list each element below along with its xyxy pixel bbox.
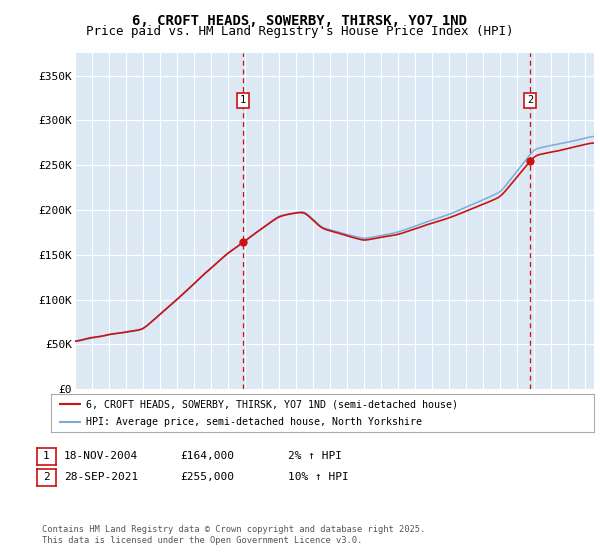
Text: 6, CROFT HEADS, SOWERBY, THIRSK, YO7 1ND (semi-detached house): 6, CROFT HEADS, SOWERBY, THIRSK, YO7 1ND…	[86, 399, 458, 409]
Text: 1: 1	[43, 451, 50, 461]
Text: 2% ↑ HPI: 2% ↑ HPI	[288, 451, 342, 461]
Text: 2: 2	[527, 95, 533, 105]
Text: HPI: Average price, semi-detached house, North Yorkshire: HPI: Average price, semi-detached house,…	[86, 417, 422, 427]
Text: 28-SEP-2021: 28-SEP-2021	[64, 472, 139, 482]
Text: Price paid vs. HM Land Registry's House Price Index (HPI): Price paid vs. HM Land Registry's House …	[86, 25, 514, 38]
Text: 1: 1	[240, 95, 246, 105]
Text: Contains HM Land Registry data © Crown copyright and database right 2025.
This d: Contains HM Land Registry data © Crown c…	[42, 525, 425, 545]
Text: £255,000: £255,000	[180, 472, 234, 482]
Text: 2: 2	[43, 472, 50, 482]
Text: 6, CROFT HEADS, SOWERBY, THIRSK, YO7 1ND: 6, CROFT HEADS, SOWERBY, THIRSK, YO7 1ND	[133, 14, 467, 28]
Text: £164,000: £164,000	[180, 451, 234, 461]
Text: 18-NOV-2004: 18-NOV-2004	[64, 451, 139, 461]
Text: 10% ↑ HPI: 10% ↑ HPI	[288, 472, 349, 482]
